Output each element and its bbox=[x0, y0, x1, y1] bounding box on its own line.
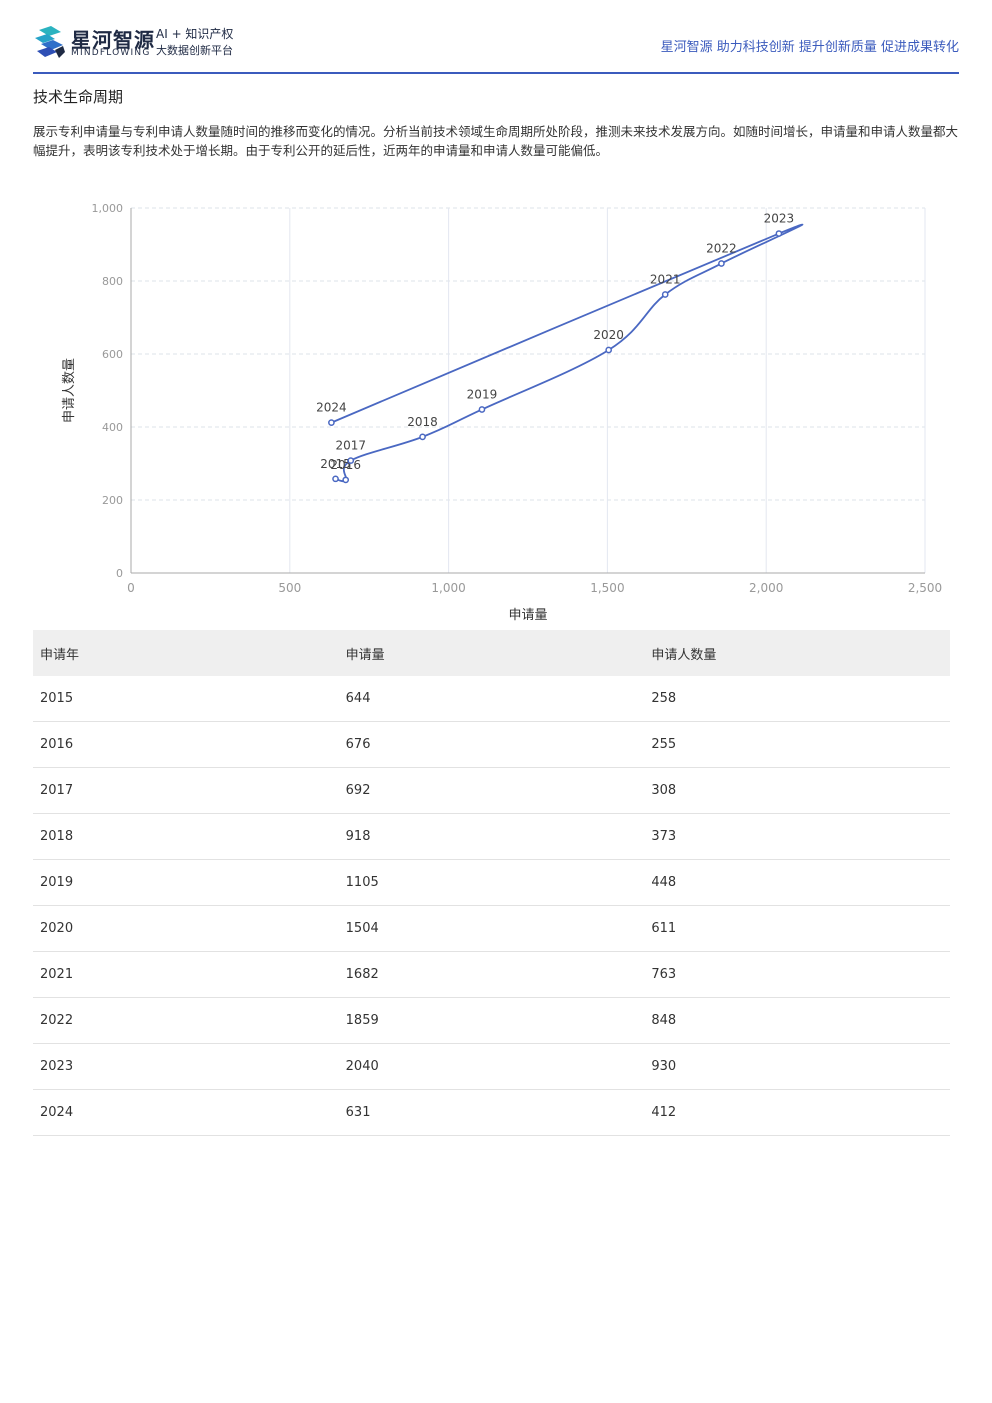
cell-applicants: 412 bbox=[644, 1089, 950, 1136]
table-row: 2022 1859 848 bbox=[33, 997, 950, 1044]
table-row: 2023 2040 930 bbox=[33, 1043, 950, 1090]
data-point-label: 2016 bbox=[330, 458, 361, 472]
data-point-label: 2020 bbox=[593, 328, 624, 342]
x-tick-label: 1,000 bbox=[431, 581, 465, 595]
data-point-label: 2018 bbox=[407, 415, 438, 429]
x-tick-label: 2,000 bbox=[749, 581, 783, 595]
table-row: 2018 918 373 bbox=[33, 813, 950, 860]
cell-year: 2024 bbox=[33, 1089, 339, 1136]
cell-applications: 1682 bbox=[338, 951, 645, 998]
cell-applications: 644 bbox=[338, 676, 645, 722]
data-point-label: 2017 bbox=[336, 439, 367, 453]
data-point bbox=[718, 260, 725, 267]
x-axis-label: 申请量 bbox=[508, 608, 547, 623]
data-point bbox=[478, 406, 486, 413]
x-tick-label: 2,500 bbox=[908, 581, 942, 595]
y-tick-label: 400 bbox=[102, 421, 123, 434]
data-point bbox=[332, 475, 339, 483]
data-point-label: 2019 bbox=[467, 387, 498, 401]
cell-applications: 676 bbox=[338, 721, 645, 768]
cell-applicants: 611 bbox=[644, 905, 950, 952]
x-tick-label: 500 bbox=[278, 581, 301, 595]
data-point-label: 2024 bbox=[316, 401, 347, 415]
column-header-year: 申请年 bbox=[33, 630, 339, 676]
header-divider bbox=[33, 72, 959, 74]
x-tick-label: 0 bbox=[127, 581, 135, 595]
data-point bbox=[661, 291, 669, 298]
brand-name: 星河智源 bbox=[71, 28, 155, 52]
cell-year: 2019 bbox=[33, 859, 339, 906]
mindflowing-logo-icon bbox=[35, 26, 65, 58]
table-row: 2020 1504 611 bbox=[33, 905, 950, 952]
cell-year: 2016 bbox=[33, 721, 339, 768]
cell-applications: 918 bbox=[338, 813, 645, 860]
cell-applications: 1504 bbox=[338, 905, 645, 952]
cell-applications: 631 bbox=[338, 1089, 645, 1136]
data-point bbox=[342, 476, 350, 484]
lifecycle-chart: 0 200 400 600 800 1,000 0 500 1,000 1,500 2,000 2,5… bbox=[33, 190, 959, 630]
table-row: 2019 1105 448 bbox=[33, 859, 950, 906]
cell-year: 2020 bbox=[33, 905, 339, 952]
data-point-label: 2023 bbox=[764, 212, 795, 226]
brand-name-en: MINDFLOWING bbox=[71, 48, 151, 58]
cell-applicants: 930 bbox=[644, 1043, 950, 1090]
cell-year: 2018 bbox=[33, 813, 339, 860]
cell-year: 2015 bbox=[33, 676, 339, 722]
table-header-row: 申请年 申请量 申请人数量 bbox=[33, 630, 950, 676]
y-tick-label: 800 bbox=[102, 275, 123, 288]
y-tick-label: 200 bbox=[102, 494, 123, 507]
cell-applicants: 448 bbox=[644, 859, 950, 906]
column-header-applications: 申请量 bbox=[338, 630, 645, 676]
header-tagline: 星河智源 助力科技创新 提升创新质量 促进成果转化 bbox=[660, 40, 959, 55]
cell-applications: 1105 bbox=[338, 859, 645, 906]
slogan-line-1: AI + 知识产权 bbox=[156, 27, 234, 41]
data-point-label: 2021 bbox=[650, 273, 681, 287]
table-row: 2017 692 308 bbox=[33, 767, 950, 814]
y-tick-label: 1,000 bbox=[92, 202, 124, 215]
slogan-line-2: 大数据创新平台 bbox=[156, 44, 233, 57]
column-header-applicants: 申请人数量 bbox=[644, 630, 950, 676]
data-point bbox=[775, 230, 783, 237]
y-tick-label: 0 bbox=[116, 567, 123, 580]
cell-applications: 2040 bbox=[338, 1043, 645, 1090]
cell-year: 2023 bbox=[33, 1043, 339, 1090]
page-header: 星河智源 MINDFLOWING AI + 知识产权 大数据创新平台 星河智源 … bbox=[33, 22, 959, 74]
cell-applicants: 258 bbox=[644, 676, 950, 722]
y-axis-label: 申请人数量 bbox=[62, 358, 77, 423]
x-tick-label: 1,500 bbox=[590, 581, 624, 595]
cell-applicants: 763 bbox=[644, 951, 950, 998]
section-title: 技术生命周期 bbox=[33, 88, 124, 106]
y-tick-label: 600 bbox=[102, 348, 123, 361]
cell-applicants: 255 bbox=[644, 721, 950, 768]
section-description: 展示专利申请量与专利申请人数量随时间的推移而变化的情况。分析当前技术领域生命周期… bbox=[33, 124, 959, 158]
data-point bbox=[328, 419, 335, 426]
table-row: 2015 644 258 bbox=[33, 676, 950, 722]
data-point bbox=[605, 346, 613, 354]
lifecycle-table: 申请年 申请量 申请人数量 2015 644 258 2016 676 255 2017… bbox=[33, 630, 950, 1136]
data-point-label: 2015 bbox=[320, 457, 351, 471]
cell-year: 2017 bbox=[33, 767, 339, 814]
cell-year: 2022 bbox=[33, 997, 339, 1044]
table-row: 2024 631 412 bbox=[33, 1089, 950, 1136]
cell-applicants: 848 bbox=[644, 997, 950, 1044]
lifecycle-chart-svg: 0 200 400 600 800 1,000 0 500 1,000 1,500 2,000 2,5… bbox=[62, 202, 942, 623]
cell-year: 2021 bbox=[33, 951, 339, 998]
data-point-label: 2022 bbox=[706, 241, 737, 255]
table-row: 2021 1682 763 bbox=[33, 951, 950, 998]
data-point bbox=[347, 457, 355, 464]
cell-applications: 692 bbox=[338, 767, 645, 814]
cell-applicants: 373 bbox=[644, 813, 950, 860]
cell-applicants: 308 bbox=[644, 767, 950, 814]
series-line bbox=[331, 223, 804, 483]
data-point bbox=[419, 433, 426, 441]
table-row: 2016 676 255 bbox=[33, 721, 950, 768]
cell-applications: 1859 bbox=[338, 997, 645, 1044]
